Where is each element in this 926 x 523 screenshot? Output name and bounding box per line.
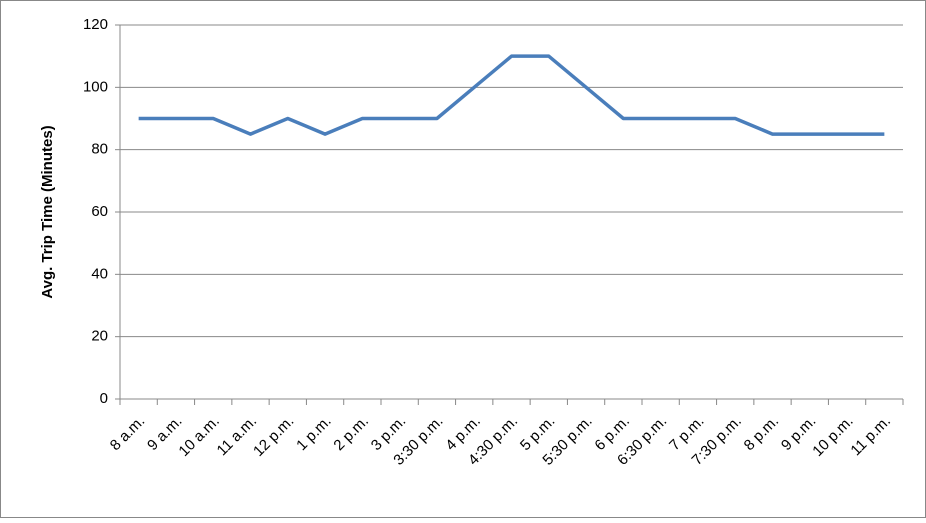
y-tick-label: 20 bbox=[91, 328, 108, 345]
y-axis-label: Avg. Trip Time (Minutes) bbox=[39, 125, 56, 298]
line bbox=[138, 54, 885, 136]
y-tick-label: 120 bbox=[83, 16, 108, 33]
y-tick-label: 40 bbox=[91, 265, 108, 282]
y-tick-label: 100 bbox=[83, 78, 108, 95]
y-tick-label: 80 bbox=[91, 141, 108, 158]
y-tick-label: 0 bbox=[100, 390, 108, 407]
y-tick-label: 60 bbox=[91, 203, 108, 220]
